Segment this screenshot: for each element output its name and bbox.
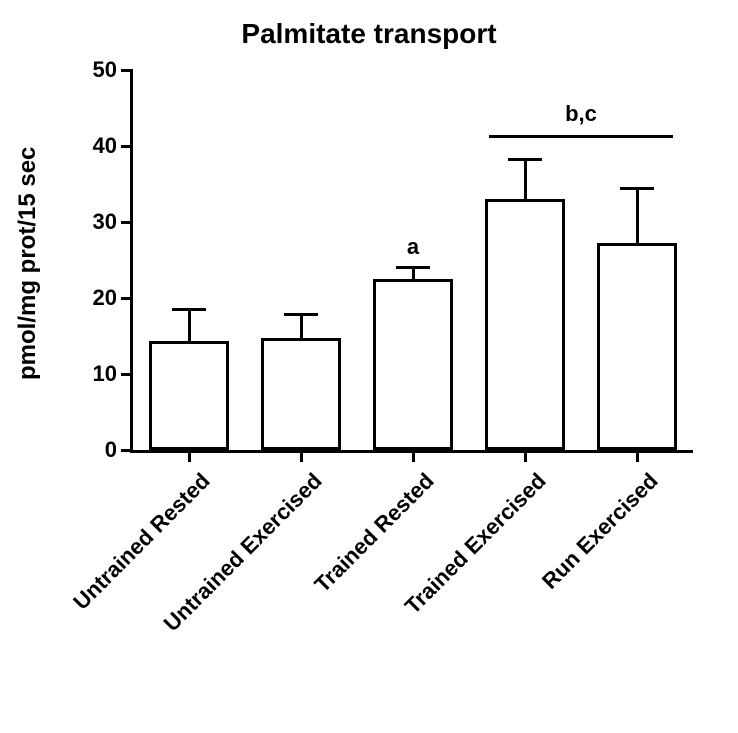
x-tick <box>412 450 415 462</box>
y-tick-label: 30 <box>93 209 117 235</box>
chart-container: Palmitate transport pmol/mg prot/15 sec … <box>0 0 738 733</box>
x-tick-label: Trained Exercised <box>321 468 552 699</box>
bar <box>261 338 342 450</box>
y-tick-label: 40 <box>93 133 117 159</box>
y-tick <box>121 145 133 148</box>
x-tick <box>188 450 191 462</box>
error-cap <box>508 158 542 161</box>
error-cap <box>396 266 430 269</box>
annotation-label: b,c <box>541 101 621 127</box>
bar <box>373 279 454 450</box>
plot-area: 01020304050Untrained RestedUntrained Exe… <box>130 70 693 453</box>
y-tick <box>121 221 133 224</box>
x-tick <box>524 450 527 462</box>
bar <box>597 243 678 450</box>
y-tick-label: 10 <box>93 361 117 387</box>
error-cap <box>172 308 206 311</box>
significance-line <box>489 135 674 138</box>
y-tick <box>121 449 133 452</box>
error-bar <box>636 188 639 243</box>
bar <box>485 199 566 450</box>
x-tick <box>300 450 303 462</box>
error-cap <box>284 313 318 316</box>
error-cap <box>620 187 654 190</box>
y-tick <box>121 373 133 376</box>
error-bar <box>300 314 303 338</box>
y-tick-label: 20 <box>93 285 117 311</box>
y-tick <box>121 69 133 72</box>
chart-title: Palmitate transport <box>0 18 738 50</box>
x-tick-label: Trained Rested <box>209 468 440 699</box>
y-tick-label: 50 <box>93 57 117 83</box>
bar <box>149 341 230 450</box>
error-bar <box>524 159 527 199</box>
x-tick-label: Untrained Exercised <box>97 468 328 699</box>
x-tick-label: Run Exercised <box>433 468 664 699</box>
y-axis-label: pmol/mg prot/15 sec <box>14 147 42 380</box>
x-tick <box>636 450 639 462</box>
annotation-label: a <box>383 234 443 260</box>
y-tick <box>121 297 133 300</box>
y-tick-label: 0 <box>105 437 117 463</box>
error-bar <box>188 309 191 342</box>
x-tick-label: Untrained Rested <box>0 468 215 699</box>
